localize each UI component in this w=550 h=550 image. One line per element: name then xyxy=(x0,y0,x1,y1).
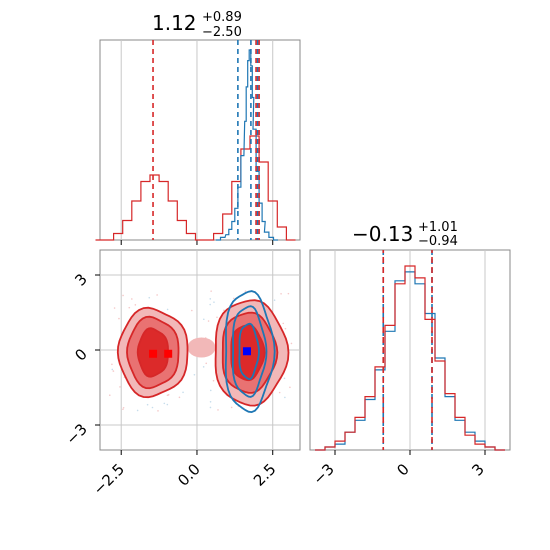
scatter-point xyxy=(205,362,208,365)
scatter-point xyxy=(118,317,120,320)
scatter-point xyxy=(166,308,169,311)
histograms xyxy=(95,49,296,241)
scatter-point xyxy=(111,368,114,371)
scatter-point xyxy=(213,301,215,303)
scatter-point xyxy=(112,370,115,372)
contour-blue xyxy=(224,290,276,414)
scatter-point xyxy=(131,298,133,300)
scatter-point xyxy=(284,327,287,330)
scatter-point xyxy=(278,391,281,394)
x-tick-label: 2.5 xyxy=(250,460,280,490)
histogram-blue xyxy=(215,49,278,241)
scatter-point xyxy=(244,290,247,292)
scatter-point xyxy=(202,366,205,368)
scatter-point xyxy=(202,318,205,321)
scatter-point xyxy=(290,342,293,345)
panel-2d: −2.5 0.0 2.5 −3 0 3 xyxy=(62,249,301,499)
y-tick-label: −3 xyxy=(62,420,90,448)
scatter-point xyxy=(166,403,169,406)
scatter-point xyxy=(163,402,166,405)
scatter-point xyxy=(128,306,131,309)
scatter-point xyxy=(283,377,286,380)
histogram-red xyxy=(315,265,505,451)
quantile-lines xyxy=(382,250,433,450)
median-marker-red xyxy=(164,349,173,358)
grid xyxy=(334,250,486,450)
median-marker-blue xyxy=(242,347,251,356)
panel-frame xyxy=(99,39,301,241)
quantile-lines xyxy=(152,40,260,240)
scatter-point xyxy=(148,296,151,299)
scatter-point xyxy=(209,298,212,300)
scatter-point xyxy=(284,396,286,399)
scatter-point xyxy=(146,403,149,406)
title-plus: +1.01 xyxy=(418,220,458,235)
x-tick-label: 0.0 xyxy=(174,460,204,490)
scatter-point xyxy=(157,410,159,412)
scatter-point xyxy=(156,294,158,296)
contour-blue xyxy=(238,322,260,381)
y-tick-label: 0 xyxy=(71,345,90,364)
scatter-point xyxy=(209,400,212,403)
scatter-point xyxy=(212,379,215,382)
y-tick-labels: −3 0 3 xyxy=(62,270,100,448)
contour-bridge xyxy=(187,337,216,358)
scatter-point xyxy=(282,322,285,325)
scatter-point xyxy=(209,389,212,392)
x-tick-labels: −2.5 0.0 2.5 xyxy=(90,450,280,499)
scatter-point xyxy=(207,320,210,322)
x-tick-label: 0 xyxy=(393,460,412,479)
scatter-point xyxy=(209,406,212,409)
panel-y-marginal: −3 0 3 −0.13 +1.01 −0.94 xyxy=(309,220,511,488)
scatter-point xyxy=(122,406,125,409)
scatter-point xyxy=(136,409,139,412)
title-value: 1.12 xyxy=(152,11,197,35)
median-marker-red xyxy=(149,349,158,358)
scatter-point xyxy=(108,394,111,397)
scatter-point xyxy=(223,309,225,312)
scatter-point xyxy=(232,297,235,300)
title-plus: +0.89 xyxy=(202,10,242,25)
scatter-point xyxy=(280,292,282,295)
scatter-point xyxy=(216,316,218,319)
x-tick-label: 3 xyxy=(468,460,487,479)
scatter-point xyxy=(217,409,219,411)
scatter-point xyxy=(193,373,196,376)
scatter-point xyxy=(122,294,124,297)
scatter-point xyxy=(113,307,116,309)
title-value: −0.13 xyxy=(352,222,413,246)
x-tick-label: −3 xyxy=(309,460,337,488)
scatter-point xyxy=(289,386,291,389)
histogram-red xyxy=(95,135,296,241)
y-tick-label: 3 xyxy=(71,270,90,289)
grid xyxy=(120,40,274,245)
scatter-point xyxy=(287,292,290,295)
title-minus: −2.50 xyxy=(202,25,242,40)
scatter-point xyxy=(178,396,181,399)
scatter-point xyxy=(191,309,193,312)
median-markers xyxy=(149,347,251,358)
scatter-point xyxy=(119,386,121,388)
scatter-point xyxy=(122,408,124,411)
panel-x-marginal: 1.12 +0.89 −2.50 xyxy=(95,10,301,245)
scatter-point xyxy=(209,303,211,306)
scatter-point xyxy=(166,394,169,397)
scatter-point xyxy=(167,393,170,396)
scatter-point xyxy=(134,304,137,306)
x-tick-labels: −3 0 3 xyxy=(309,450,488,488)
contours xyxy=(108,290,293,414)
scatter-point xyxy=(273,299,276,302)
scatter-point xyxy=(230,406,233,409)
scatter-point xyxy=(151,406,154,409)
scatter-point xyxy=(182,391,184,394)
scatter-point xyxy=(111,363,113,366)
histograms xyxy=(315,265,505,451)
scatter-point xyxy=(210,290,212,292)
title-minus: −0.94 xyxy=(418,234,458,249)
x-tick-label: −2.5 xyxy=(90,460,128,498)
contour-blue xyxy=(232,305,268,398)
